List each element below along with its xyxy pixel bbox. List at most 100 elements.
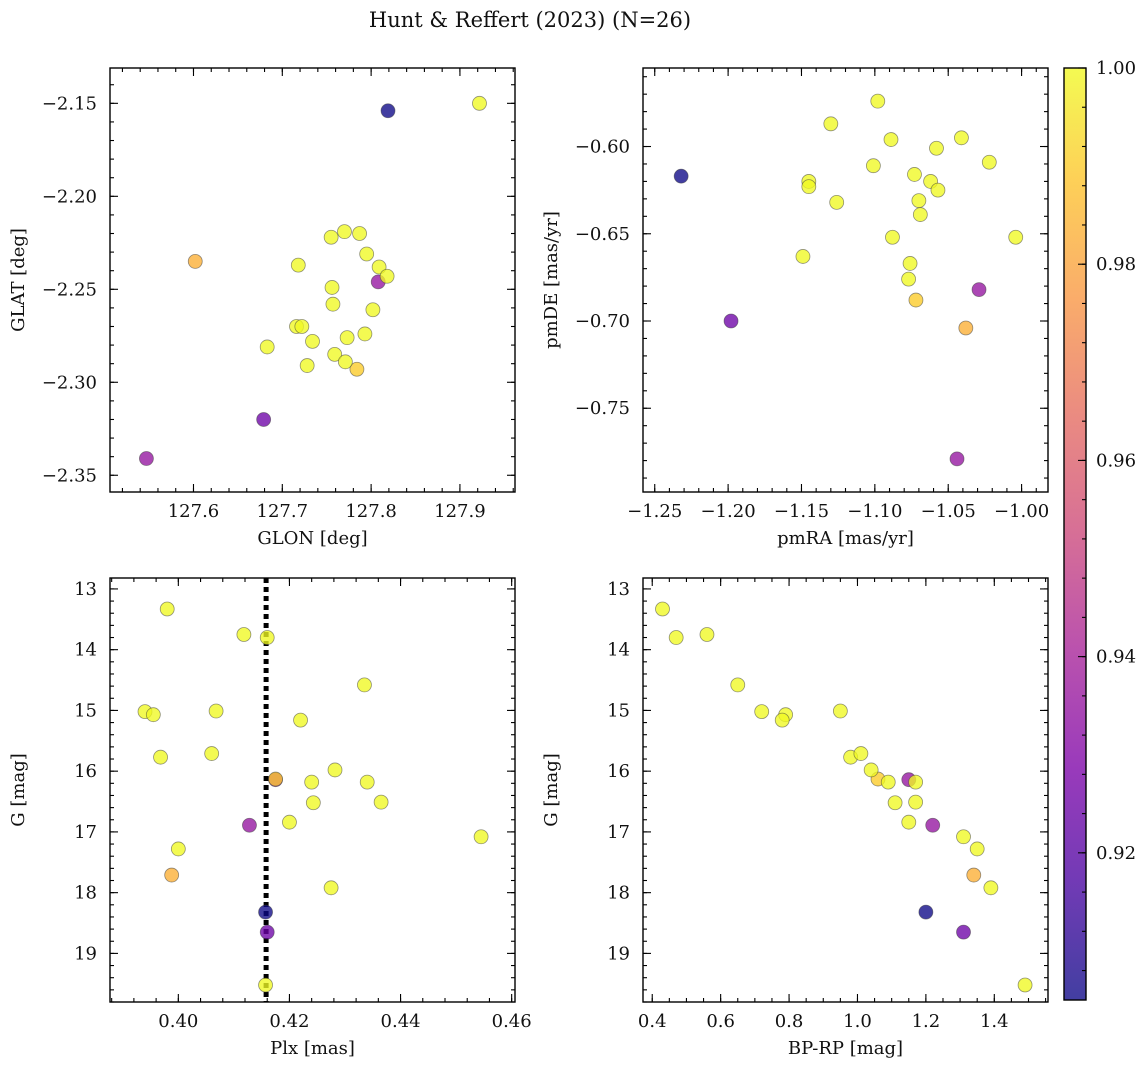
colorbar-tick-label: 0.92 <box>1096 843 1136 864</box>
x-tick-label: 0.40 <box>158 1011 198 1032</box>
x-tick-label: 1.4 <box>980 1011 1009 1032</box>
star-point <box>957 830 971 844</box>
star-point <box>205 747 219 761</box>
star-point <box>260 925 274 939</box>
x-tick-label: −1.15 <box>774 501 829 522</box>
star-point <box>291 258 305 272</box>
star-point <box>909 795 923 809</box>
parallax-magnitude-panel: 0.40 0.42 0.44 0.4613141516171819Plx [mas]G… <box>8 578 532 1059</box>
x-tick-label: 0.8 <box>775 1011 804 1032</box>
x-tick-label: −1.10 <box>847 501 902 522</box>
star-point <box>830 195 844 209</box>
x-tick-label: 1.2 <box>912 1011 941 1032</box>
y-axis-label: GLAT [deg] <box>8 228 29 332</box>
star-point <box>984 881 998 895</box>
y-axis-label: pmDE [mas/yr] <box>541 211 562 349</box>
y-tick-label: 18 <box>74 883 97 904</box>
star-point <box>796 249 810 263</box>
y-tick-label: 19 <box>607 943 630 964</box>
star-point <box>982 155 996 169</box>
star-point <box>338 355 352 369</box>
star-point <box>957 925 971 939</box>
star-point <box>700 627 714 641</box>
star-point <box>1018 978 1032 992</box>
plot-area <box>655 602 1032 992</box>
star-point <box>674 169 688 183</box>
star-point <box>360 247 374 261</box>
star-point <box>912 194 926 208</box>
y-tick-label: 18 <box>607 883 630 904</box>
star-point <box>357 678 371 692</box>
star-point <box>919 905 933 919</box>
star-point <box>160 602 174 616</box>
x-tick-label: 127.8 <box>345 501 397 522</box>
star-point <box>328 763 342 777</box>
star-point <box>970 842 984 856</box>
star-point <box>909 775 923 789</box>
star-point <box>306 796 320 810</box>
star-point <box>926 818 940 832</box>
star-point <box>306 334 320 348</box>
color-magnitude-panel: 0.4 0.6 0.8 1.0 1.2 1.4 13 14 15 16 17 18 19 BP-RP [m… <box>541 578 1048 1059</box>
star-point <box>967 868 981 882</box>
star-point <box>165 868 179 882</box>
star-point <box>337 225 351 239</box>
star-point <box>325 280 339 294</box>
star-point <box>655 602 669 616</box>
star-point <box>931 183 945 197</box>
x-tick-label: 0.6 <box>706 1011 735 1032</box>
proper-motion-panel: −1.25 −1.20 −1.15 −1.10 −1.05 −1.00−0.75−0.70… <box>541 68 1049 549</box>
y-tick-label: −0.70 <box>575 311 630 332</box>
y-tick-label: −2.35 <box>42 465 97 486</box>
star-point <box>259 905 273 919</box>
axes-frame <box>110 68 515 492</box>
star-point <box>324 881 338 895</box>
colorbar-tick-label: 1.00 <box>1096 58 1136 79</box>
y-tick-label: −0.60 <box>575 137 630 158</box>
y-tick-label: −2.30 <box>42 372 97 393</box>
star-point <box>854 747 868 761</box>
colorbar-tick-label: 0.94 <box>1096 647 1136 668</box>
star-point <box>902 815 916 829</box>
star-point <box>972 283 986 297</box>
star-point <box>959 321 973 335</box>
plot-area <box>138 578 488 1002</box>
figure-title: Hunt & Reffert (2023) (N=26) <box>369 8 691 32</box>
star-point <box>282 815 296 829</box>
star-point <box>374 795 388 809</box>
star-point <box>353 227 367 241</box>
star-point <box>802 180 816 194</box>
star-point <box>259 978 273 992</box>
star-point <box>326 297 340 311</box>
star-point <box>866 159 880 173</box>
x-tick-label: 0.46 <box>492 1011 532 1032</box>
star-point <box>907 167 921 181</box>
star-point <box>731 678 745 692</box>
colorbar-tick-label: 0.98 <box>1096 254 1136 275</box>
x-axis-label: GLON [deg] <box>257 528 367 549</box>
star-point <box>950 452 964 466</box>
y-tick-label: 13 <box>74 579 97 600</box>
y-tick-label: −2.20 <box>42 186 97 207</box>
star-point <box>209 704 223 718</box>
x-axis-label: Plx [mas] <box>270 1038 355 1059</box>
star-point <box>913 208 927 222</box>
y-tick-label: 16 <box>607 761 630 782</box>
star-point <box>237 627 251 641</box>
star-point <box>833 704 847 718</box>
star-point <box>909 293 923 307</box>
y-tick-label: 14 <box>607 640 630 661</box>
star-point <box>257 412 271 426</box>
star-point <box>902 272 916 286</box>
y-tick-label: −0.75 <box>575 398 630 419</box>
plot-area <box>139 96 486 465</box>
position-panel: 127.6 127.7 127.8 127.9 −2.35 −2.30 −2.25 −2.20… <box>8 68 515 549</box>
star-point <box>824 117 838 131</box>
star-point <box>884 133 898 147</box>
star-point <box>669 631 683 645</box>
star-point <box>775 713 789 727</box>
x-axis-label: BP-RP [mag] <box>788 1038 903 1059</box>
x-tick-label: −1.00 <box>994 501 1049 522</box>
x-tick-label: 0.44 <box>381 1011 421 1032</box>
star-point <box>340 331 354 345</box>
